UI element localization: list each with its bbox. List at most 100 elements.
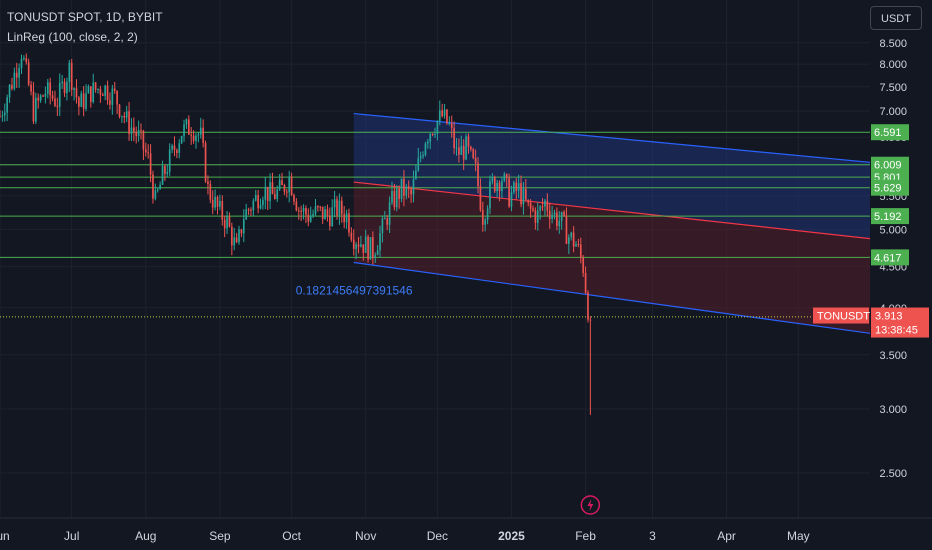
candle-body bbox=[116, 90, 118, 105]
candle bbox=[276, 185, 279, 203]
candle bbox=[300, 205, 302, 222]
horizontal-levels bbox=[0, 131, 870, 318]
candle bbox=[395, 185, 398, 212]
candle bbox=[312, 209, 314, 219]
candle-body bbox=[505, 174, 508, 179]
candle-body bbox=[13, 72, 16, 89]
candle bbox=[486, 205, 489, 225]
candle bbox=[216, 195, 219, 215]
candle bbox=[87, 84, 90, 94]
candle-body bbox=[231, 226, 233, 246]
candle-body bbox=[42, 95, 44, 97]
candle-body bbox=[364, 236, 367, 253]
candle-body bbox=[379, 233, 381, 251]
candle bbox=[123, 111, 126, 124]
candle bbox=[128, 102, 130, 141]
candle bbox=[219, 194, 221, 211]
level-price-tag bbox=[871, 124, 909, 141]
candle-body bbox=[589, 319, 592, 321]
channel-lower-line bbox=[353, 261, 871, 334]
candle bbox=[254, 189, 257, 202]
indicator-label[interactable]: LinReg (100, close, 2, 2) bbox=[7, 30, 138, 44]
candle bbox=[505, 173, 508, 187]
candle bbox=[51, 90, 54, 102]
candle bbox=[412, 170, 415, 203]
candle bbox=[293, 193, 295, 206]
candle-body bbox=[154, 190, 157, 199]
candle bbox=[541, 198, 544, 211]
candle-body bbox=[240, 229, 243, 234]
candle bbox=[556, 207, 558, 231]
level-price-tag bbox=[871, 249, 909, 266]
candle bbox=[46, 78, 49, 99]
candle-body bbox=[343, 214, 346, 223]
candle bbox=[398, 185, 400, 209]
candle bbox=[221, 195, 224, 226]
candle bbox=[551, 205, 553, 224]
candle bbox=[582, 255, 585, 277]
candle-body bbox=[522, 188, 525, 205]
candle-body bbox=[513, 182, 515, 193]
candle-body bbox=[242, 219, 245, 234]
candle bbox=[577, 238, 580, 248]
candle-body bbox=[111, 88, 114, 105]
candle bbox=[424, 141, 427, 157]
candle bbox=[496, 179, 498, 198]
candle bbox=[39, 94, 42, 103]
candle-body bbox=[486, 208, 489, 220]
candle bbox=[479, 178, 482, 212]
candle bbox=[338, 193, 341, 225]
candle-body bbox=[326, 209, 329, 216]
candle-body bbox=[568, 237, 570, 244]
candle bbox=[572, 226, 575, 253]
candle-body bbox=[446, 109, 448, 124]
lightning-icon[interactable] bbox=[580, 495, 601, 515]
candle-body bbox=[515, 182, 518, 191]
candle bbox=[171, 143, 173, 154]
candle bbox=[187, 115, 190, 135]
price-tick-label: 7.500 bbox=[879, 82, 907, 94]
candle-body bbox=[338, 200, 341, 216]
candle bbox=[386, 214, 389, 231]
candle-body bbox=[534, 210, 537, 223]
candle bbox=[305, 205, 307, 224]
candle bbox=[369, 237, 372, 260]
candle-body bbox=[367, 236, 369, 260]
candle-body bbox=[1, 115, 4, 117]
candle-body bbox=[450, 123, 453, 129]
candle-body bbox=[383, 218, 386, 220]
candle bbox=[491, 173, 494, 185]
candle-body bbox=[376, 250, 379, 256]
candle-body bbox=[317, 206, 319, 208]
currency-button[interactable]: USDT bbox=[870, 6, 922, 30]
candle-body bbox=[271, 182, 274, 195]
candle-body bbox=[168, 149, 171, 172]
candle bbox=[362, 244, 365, 261]
candle-body bbox=[441, 110, 444, 117]
candle bbox=[242, 209, 245, 243]
candle-body bbox=[407, 186, 410, 190]
candle bbox=[214, 189, 216, 211]
candle bbox=[489, 175, 491, 215]
candle-body bbox=[185, 119, 188, 125]
candle bbox=[307, 208, 310, 227]
candle-body bbox=[328, 215, 331, 226]
level-price-label: 6.591 bbox=[874, 127, 902, 139]
candle-body bbox=[176, 150, 178, 153]
candle bbox=[510, 185, 513, 212]
candle-body bbox=[309, 215, 312, 222]
candle-body bbox=[355, 244, 357, 249]
candle-body bbox=[541, 206, 544, 208]
candle bbox=[422, 151, 424, 160]
candle bbox=[345, 209, 348, 229]
candle bbox=[231, 222, 233, 256]
candle-body bbox=[350, 232, 353, 240]
candle-body bbox=[23, 58, 25, 60]
candle bbox=[570, 231, 573, 241]
candle-body bbox=[35, 97, 37, 122]
candle-body bbox=[312, 213, 314, 216]
candle bbox=[529, 199, 532, 218]
candle bbox=[56, 97, 59, 117]
candle-body bbox=[321, 206, 324, 220]
